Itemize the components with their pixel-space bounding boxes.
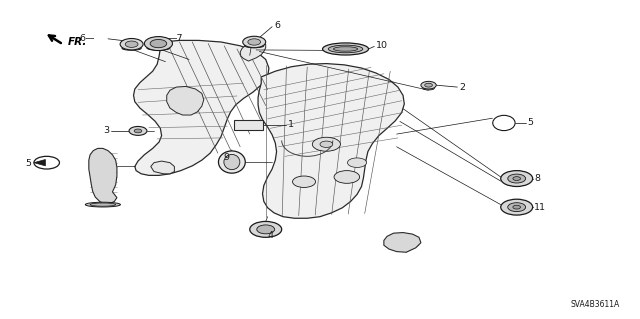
Text: 4: 4 [267,231,273,240]
Circle shape [334,171,360,183]
Circle shape [425,83,433,87]
Text: 11: 11 [534,203,546,211]
Circle shape [500,171,532,187]
Circle shape [508,203,525,211]
Circle shape [250,221,282,237]
Circle shape [508,174,525,183]
Text: 3: 3 [103,126,109,135]
Text: 9: 9 [223,153,229,162]
Polygon shape [240,41,266,61]
Circle shape [421,81,436,89]
Polygon shape [151,161,174,174]
Circle shape [34,156,60,169]
Text: 5: 5 [527,118,534,128]
Ellipse shape [493,115,515,130]
Ellipse shape [122,47,141,50]
Ellipse shape [224,154,240,170]
Ellipse shape [85,202,120,207]
Text: —7: —7 [168,34,184,43]
Circle shape [348,158,367,167]
Polygon shape [89,148,117,204]
Circle shape [134,129,142,133]
Circle shape [248,39,260,45]
Circle shape [257,225,275,234]
Circle shape [145,37,173,50]
Ellipse shape [147,46,170,50]
Text: FR.: FR. [68,37,87,47]
Ellipse shape [328,45,363,53]
Ellipse shape [323,43,369,55]
Ellipse shape [423,87,435,90]
Circle shape [513,205,520,209]
Polygon shape [384,233,421,252]
Ellipse shape [218,151,245,173]
Polygon shape [134,41,269,175]
FancyBboxPatch shape [234,120,262,130]
Text: 1: 1 [288,120,294,129]
Circle shape [320,141,333,147]
Circle shape [120,39,143,50]
Text: 6: 6 [274,21,280,30]
Text: 8: 8 [534,174,540,183]
Text: SVA4B3611A: SVA4B3611A [571,300,620,309]
Circle shape [125,41,138,48]
Circle shape [243,36,266,48]
Circle shape [129,126,147,135]
Circle shape [292,176,316,188]
Ellipse shape [244,44,264,48]
Text: 2: 2 [460,83,465,92]
Circle shape [312,137,340,151]
Circle shape [513,177,520,181]
Polygon shape [258,63,404,218]
Text: 10: 10 [376,41,388,50]
Polygon shape [167,86,204,115]
Text: 5: 5 [26,159,31,168]
Ellipse shape [90,203,116,206]
Circle shape [150,40,167,48]
Polygon shape [34,160,45,166]
Text: 6—: 6— [80,34,95,43]
Circle shape [500,199,532,215]
Ellipse shape [333,47,358,51]
